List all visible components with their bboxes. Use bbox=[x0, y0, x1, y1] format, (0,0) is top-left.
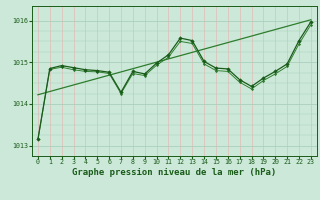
X-axis label: Graphe pression niveau de la mer (hPa): Graphe pression niveau de la mer (hPa) bbox=[72, 168, 276, 177]
